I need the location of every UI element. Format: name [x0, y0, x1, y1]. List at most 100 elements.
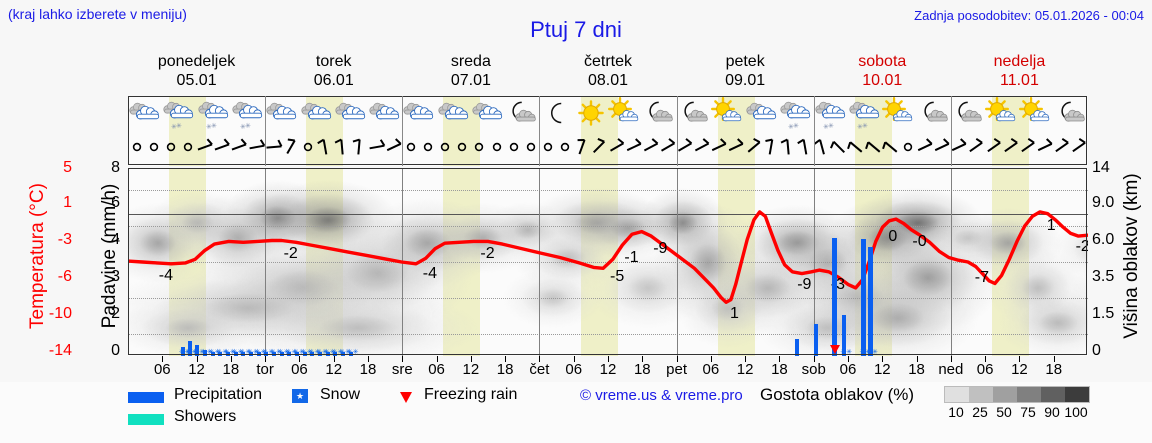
- cloud-density-title: Gostota oblakov (%): [760, 385, 915, 404]
- snow-marker: ✳✳: [339, 349, 351, 356]
- wind-barb-icon: [934, 136, 951, 166]
- day-date: 11.01: [999, 72, 1039, 89]
- cloudy-icon: [745, 96, 779, 136]
- time-tick: [162, 356, 164, 362]
- time-tick-label: 18: [633, 361, 651, 378]
- snow-marker: ✳✳: [178, 349, 191, 356]
- wind-barb-icon: [642, 136, 659, 166]
- freezing-rain-legend-label: Freezing rain: [424, 386, 518, 403]
- day-date: 09.01: [725, 72, 766, 89]
- time-tick-label: tor: [256, 361, 274, 378]
- snow-marker: ✳✳: [300, 349, 313, 356]
- axes-temperature-ticks-tick: 1: [63, 194, 72, 211]
- cloud-density-scale: [944, 386, 1090, 403]
- day-column-4: četrtek 08.01: [539, 52, 676, 92]
- time-tick: [1053, 356, 1055, 362]
- snow-marker: ✳✳: [239, 349, 251, 356]
- temperature-value-label: -4: [158, 266, 174, 284]
- axes-precipitation-ticks-tick: 3: [111, 268, 120, 285]
- moon-cloud-icon: [677, 96, 711, 136]
- wind-barb-icon: [265, 136, 283, 166]
- time-tick-label: 12: [188, 361, 205, 378]
- precipitation-bar: [180, 346, 185, 356]
- day-date: 05.01: [176, 72, 217, 89]
- copyright-link[interactable]: © vreme.us & vreme.pro: [580, 387, 743, 404]
- density-segment: [969, 387, 993, 402]
- day-name: sreda: [450, 53, 491, 70]
- cloudy-icon: [402, 96, 436, 136]
- cloudy-icon: [128, 96, 162, 136]
- snow-marker: ✳✳: [216, 349, 228, 356]
- wind-barb-icon: [574, 136, 591, 166]
- cloudy-icon: [334, 96, 368, 136]
- day-name: nedelja: [993, 53, 1046, 70]
- time-tick-label: 18: [496, 361, 514, 378]
- wind-barb-icon: [351, 136, 368, 166]
- density-level-label: 50: [996, 404, 1012, 420]
- time-tick: [196, 356, 198, 362]
- density-level-label: 90: [1044, 404, 1060, 420]
- cloud-height-tick-labels: 14 9.0 6.0 3.5 1.5 0: [1092, 0, 1142, 443]
- axes-precipitation-ticks-tick: 6: [111, 194, 120, 211]
- wind-barb-icon: [197, 136, 214, 166]
- wind-barb-icon: [659, 136, 676, 166]
- day-header-row: ponedeljek 05.01 torek 06.01 sreda 07.01 četrt…: [128, 52, 1088, 92]
- density-level-label: 25: [972, 404, 988, 420]
- day-date: 06.01: [313, 72, 354, 89]
- wind-barb-icon: [985, 136, 1002, 166]
- axes-cloud_height-ticks-tick: 0: [1092, 342, 1101, 359]
- snow-marker: ✳✳: [223, 349, 236, 356]
- temperature-value-label: -9: [653, 240, 668, 258]
- snow-marker: ✳✳: [246, 349, 259, 356]
- precipitation-bar: [795, 339, 800, 356]
- time-tick-label: 06: [291, 361, 308, 378]
- time-tick: [916, 356, 918, 362]
- wind-barb-icon: [214, 136, 231, 166]
- day-separator: [402, 96, 404, 166]
- time-tick: [436, 356, 438, 362]
- wind-barb-icon: [830, 136, 848, 166]
- day-column-6: sobota 10.01: [814, 52, 951, 92]
- time-tick-label: 06: [702, 361, 720, 378]
- wind-barb-icon: [1071, 136, 1088, 166]
- day-date: 10.01: [862, 72, 903, 89]
- weather-icon-row: ✳ ✳ ✳ ✳ ✳ ✳ ✳ ✳ ✳ ✳ ✳ ✳: [128, 96, 1088, 136]
- time-tick: [882, 356, 884, 362]
- axes-cloud_height-ticks-tick: 9.0: [1092, 194, 1115, 211]
- temperature-value-label: -1: [624, 249, 639, 266]
- cloudy-snow-icon: ✳ ✳: [779, 96, 813, 136]
- wind-calm-icon: [471, 136, 488, 166]
- moon-cloud-icon: [505, 96, 539, 136]
- time-tick: [368, 356, 369, 362]
- sun-cloud-icon: [608, 96, 642, 136]
- axes-cloud_height-ticks-tick: 6.0: [1092, 231, 1115, 248]
- wind-barb-icon: [745, 136, 762, 166]
- axes-cloud_height-ticks-tick: 14: [1092, 159, 1110, 176]
- time-tick-label: 18: [908, 361, 925, 378]
- time-tick-label: 12: [736, 361, 754, 378]
- time-tick-label: 06: [976, 361, 994, 378]
- day-column-2: torek 06.01: [265, 52, 402, 92]
- time-tick-label: 12: [1011, 361, 1028, 378]
- wind-calm-icon: [128, 136, 145, 166]
- snow-icon: ★: [292, 389, 308, 403]
- wind-barb-icon: [762, 136, 779, 166]
- density-level-label: 75: [1020, 404, 1036, 420]
- axes-precipitation-ticks-tick: 8: [111, 159, 120, 176]
- time-tick: [710, 356, 712, 362]
- time-tick: [676, 356, 678, 362]
- snow-marker: ✳✳: [277, 349, 290, 356]
- time-tick: [265, 356, 267, 362]
- cloudy-snow-icon: ✳ ✳: [162, 96, 196, 136]
- precipitation-bar: [842, 314, 847, 356]
- wind-barb-icon: [282, 136, 299, 166]
- sun-cloud-icon: [1019, 96, 1053, 136]
- snow-marker: ✳✳: [185, 349, 198, 356]
- horizontal-gridline: [128, 334, 1088, 335]
- axes-cloud_height-ticks-tick: 3.5: [1092, 268, 1115, 285]
- temperature-value-label: -2: [283, 244, 298, 262]
- snow-marker: ✳✳: [316, 349, 328, 356]
- snow-marker: ✳✳: [262, 349, 275, 356]
- time-tick: [470, 356, 472, 362]
- cloudy-icon: [437, 96, 471, 136]
